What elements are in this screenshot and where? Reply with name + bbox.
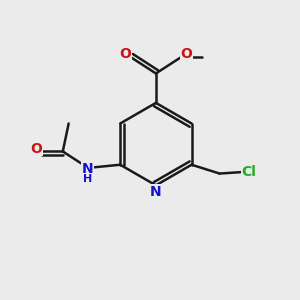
Text: O: O <box>120 47 131 61</box>
Text: N: N <box>150 185 162 199</box>
Text: N: N <box>82 162 94 176</box>
Text: Cl: Cl <box>242 165 256 179</box>
Text: O: O <box>180 47 192 61</box>
Text: O: O <box>30 142 42 155</box>
Text: H: H <box>83 174 92 184</box>
